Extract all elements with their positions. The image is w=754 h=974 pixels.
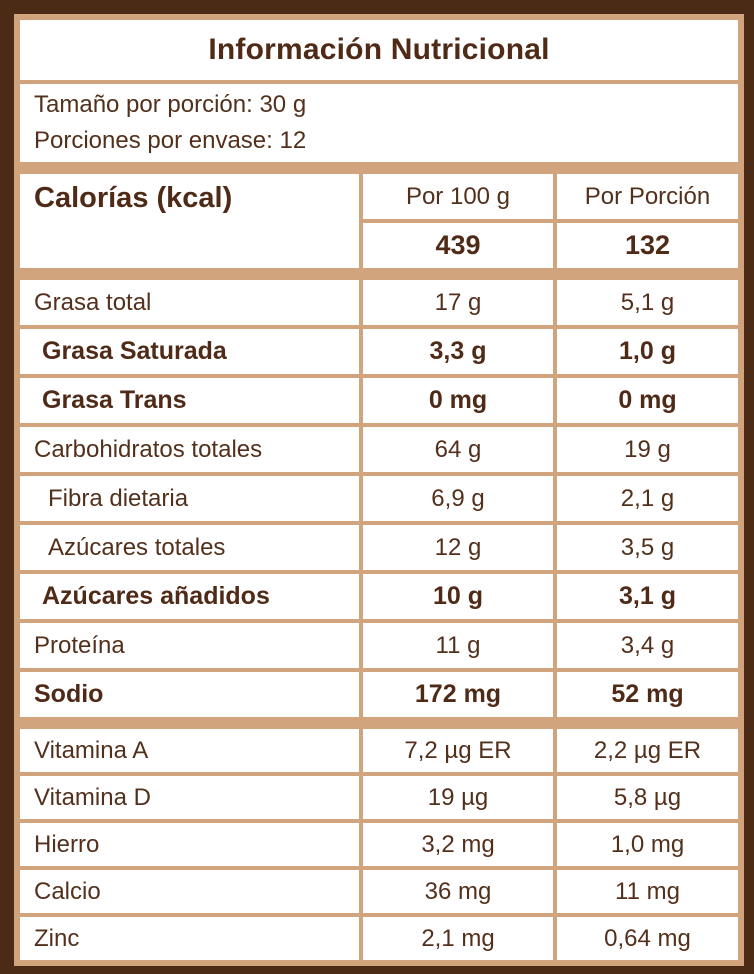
per-100g-value: 17 g bbox=[363, 280, 553, 325]
serving-size-line: Tamaño por porción: 30 g bbox=[34, 91, 307, 118]
per-portion-value: 1,0 mg bbox=[557, 823, 738, 866]
per-portion-value: 0 mg bbox=[557, 378, 738, 423]
per-100g-value: 11 g bbox=[363, 623, 553, 668]
nutrient-label: Grasa Trans bbox=[20, 378, 359, 423]
nutrient-row-vitamina-d: Vitamina D 19 µg 5,8 µg bbox=[20, 776, 738, 819]
per-100g-value: 6,9 g bbox=[363, 476, 553, 521]
per-100g-value: 19 µg bbox=[363, 776, 553, 819]
per-portion-value: 5,1 g bbox=[557, 280, 738, 325]
column-header-per-portion: Por Porción bbox=[557, 174, 738, 219]
nutrient-label: Grasa total bbox=[20, 280, 359, 325]
per-portion-value: 3,5 g bbox=[557, 525, 738, 570]
per-100g-value: 10 g bbox=[363, 574, 553, 619]
nutrient-label: Carbohidratos totales bbox=[20, 427, 359, 472]
calories-label: Calorías (kcal) bbox=[20, 174, 359, 268]
nutrient-row-azucares-anadidos: Azúcares añadidos 10 g 3,1 g bbox=[20, 574, 738, 619]
nutrient-row-proteina: Proteína 11 g 3,4 g bbox=[20, 623, 738, 668]
per-100g-value: 2,1 mg bbox=[363, 917, 553, 960]
per-portion-value: 1,0 g bbox=[557, 329, 738, 374]
per-portion-value: 19 g bbox=[557, 427, 738, 472]
nutrient-row-sodio: Sodio 172 mg 52 mg bbox=[20, 672, 738, 717]
nutrient-label: Vitamina A bbox=[20, 729, 359, 772]
per-100g-value: 36 mg bbox=[363, 870, 553, 913]
nutrient-row-fibra: Fibra dietaria 6,9 g 2,1 g bbox=[20, 476, 738, 521]
nutrient-row-zinc: Zinc 2,1 mg 0,64 mg bbox=[20, 917, 738, 960]
column-header-per-100g: Por 100 g bbox=[363, 174, 553, 219]
calories-per-portion-value: 132 bbox=[557, 223, 738, 268]
nutrient-label: Sodio bbox=[20, 672, 359, 717]
per-portion-value: 3,1 g bbox=[557, 574, 738, 619]
nutrient-row-grasa-saturada: Grasa Saturada 3,3 g 1,0 g bbox=[20, 329, 738, 374]
nutrient-label: Azúcares totales bbox=[20, 525, 359, 570]
section-divider bbox=[20, 162, 738, 174]
per-portion-value: 11 mg bbox=[557, 870, 738, 913]
nutrient-row-carbohidratos: Carbohidratos totales 64 g 19 g bbox=[20, 427, 738, 472]
nutrient-label: Vitamina D bbox=[20, 776, 359, 819]
nutrient-label: Azúcares añadidos bbox=[20, 574, 359, 619]
nutrient-row-azucares-totales: Azúcares totales 12 g 3,5 g bbox=[20, 525, 738, 570]
label-title: Información Nutricional bbox=[20, 20, 738, 80]
label-grid: Información Nutricional Tamaño por porci… bbox=[14, 14, 744, 966]
per-100g-value: 3,3 g bbox=[363, 329, 553, 374]
per-100g-value: 0 mg bbox=[363, 378, 553, 423]
nutrient-label: Fibra dietaria bbox=[20, 476, 359, 521]
per-100g-value: 64 g bbox=[363, 427, 553, 472]
calories-block: Calorías (kcal) Por 100 g Por Porción 43… bbox=[20, 174, 738, 268]
per-portion-value: 0,64 mg bbox=[557, 917, 738, 960]
per-portion-value: 2,1 g bbox=[557, 476, 738, 521]
nutrient-label: Grasa Saturada bbox=[20, 329, 359, 374]
servings-per-container-line: Porciones por envase: 12 bbox=[34, 127, 307, 154]
nutrient-row-grasa-total: Grasa total 17 g 5,1 g bbox=[20, 280, 738, 325]
section-divider bbox=[20, 268, 738, 280]
nutrient-label: Hierro bbox=[20, 823, 359, 866]
section-divider bbox=[20, 717, 738, 729]
calories-per-100g-value: 439 bbox=[363, 223, 553, 268]
nutrient-row-vitamina-a: Vitamina A 7,2 µg ER 2,2 µg ER bbox=[20, 729, 738, 772]
per-portion-value: 2,2 µg ER bbox=[557, 729, 738, 772]
per-100g-value: 7,2 µg ER bbox=[363, 729, 553, 772]
serving-info: Tamaño por porción: 30 g Porciones por e… bbox=[20, 84, 738, 162]
nutrient-row-grasa-trans: Grasa Trans 0 mg 0 mg bbox=[20, 378, 738, 423]
per-100g-value: 172 mg bbox=[363, 672, 553, 717]
per-portion-value: 3,4 g bbox=[557, 623, 738, 668]
per-100g-value: 12 g bbox=[363, 525, 553, 570]
nutrient-label: Proteína bbox=[20, 623, 359, 668]
per-portion-value: 5,8 µg bbox=[557, 776, 738, 819]
per-100g-value: 3,2 mg bbox=[363, 823, 553, 866]
per-portion-value: 52 mg bbox=[557, 672, 738, 717]
nutrient-row-hierro: Hierro 3,2 mg 1,0 mg bbox=[20, 823, 738, 866]
nutrient-row-calcio: Calcio 36 mg 11 mg bbox=[20, 870, 738, 913]
nutrient-label: Calcio bbox=[20, 870, 359, 913]
nutrient-label: Zinc bbox=[20, 917, 359, 960]
